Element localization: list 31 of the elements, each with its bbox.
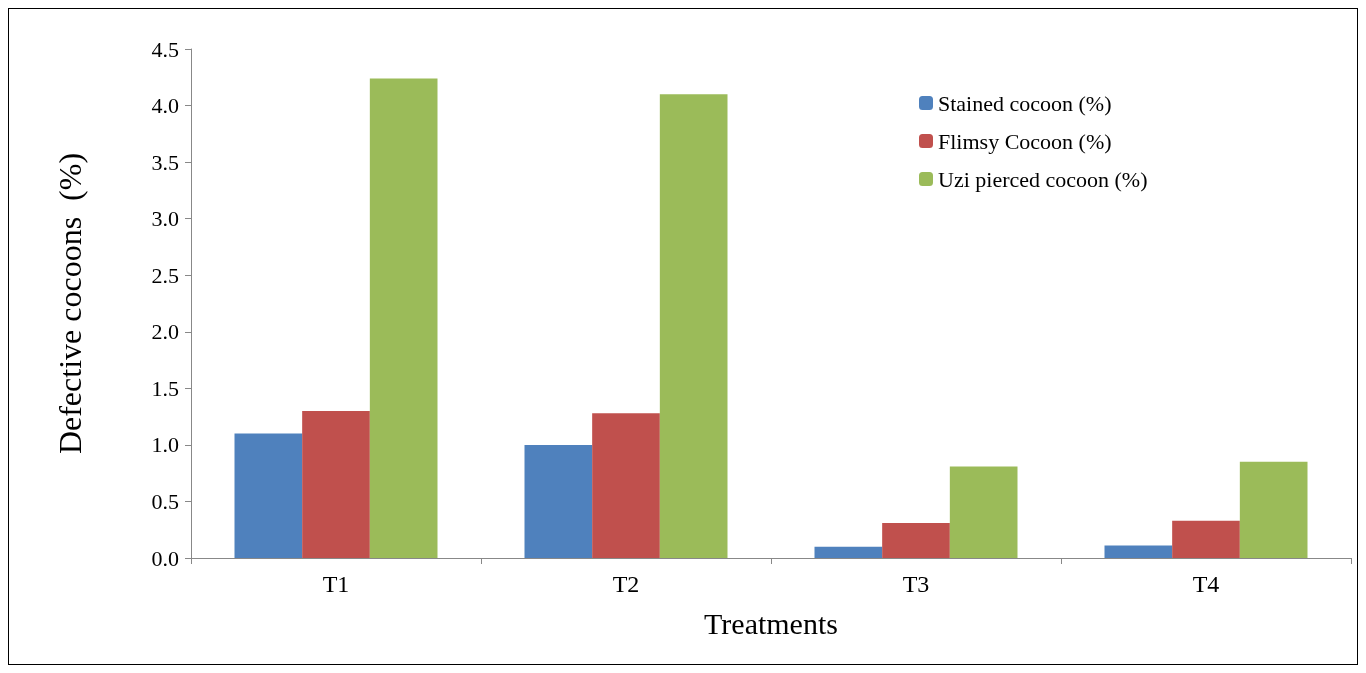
bar <box>524 444 593 558</box>
legend-label: Flimsy Cocoon (%) <box>938 128 1112 154</box>
bar <box>302 410 370 558</box>
bar <box>1239 461 1308 558</box>
y-tick-label: 4.5 <box>151 36 179 62</box>
bar <box>949 466 1018 558</box>
bar <box>1172 520 1240 558</box>
bar <box>814 546 883 558</box>
y-tick-label: 0.0 <box>151 545 179 571</box>
bar <box>234 433 303 558</box>
bar <box>882 522 950 558</box>
bar <box>1104 545 1173 558</box>
y-tick-label: 3.5 <box>151 149 179 175</box>
y-axis-title: Defective cocoons (%) <box>52 152 88 455</box>
bar <box>369 78 438 558</box>
x-tick-label: T1 <box>322 571 350 597</box>
y-tick-label: 4.0 <box>151 93 179 119</box>
y-tick-label: 2.5 <box>151 262 179 288</box>
y-tick-label: 1.0 <box>151 432 179 458</box>
y-tick-label: 0.5 <box>151 488 179 514</box>
legend-label: Uzi pierced cocoon (%) <box>938 166 1148 192</box>
bar <box>659 94 728 558</box>
x-tick-label: T3 <box>902 571 930 597</box>
x-tick-label: T2 <box>612 571 640 597</box>
y-tick-label: 3.0 <box>151 206 179 232</box>
y-tick-label: 1.5 <box>151 375 179 401</box>
x-tick-label: T4 <box>1192 571 1220 597</box>
bar <box>592 413 660 558</box>
y-tick-label: 2.0 <box>151 319 179 345</box>
legend-label: Stained cocoon (%) <box>938 90 1112 116</box>
x-axis-title: Treatments <box>704 606 838 640</box>
